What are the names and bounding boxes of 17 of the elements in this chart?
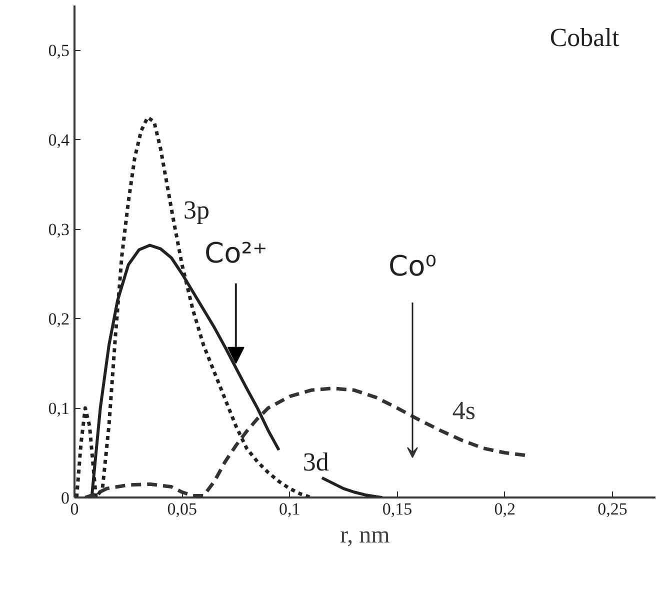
annotation: Co²⁺ — [204, 236, 268, 270]
x-axis-title: r, nm — [340, 522, 390, 548]
annotation: Cobalt — [550, 23, 620, 52]
x-tick-label: 0,25 — [598, 500, 628, 518]
x-tick-label: 0,15 — [382, 500, 412, 518]
x-tick-label: 0,2 — [494, 500, 516, 518]
y-tick-label: 0,1 — [48, 399, 70, 418]
x-tick-label: 0,05 — [167, 500, 197, 518]
y-tick-label: 0,5 — [48, 41, 70, 60]
series-label: 4s — [452, 396, 476, 425]
x-tick-label: 0,1 — [279, 500, 300, 518]
annotation: Co⁰ — [388, 250, 436, 282]
series-label: 3p — [183, 196, 210, 225]
y-tick-label: 0,3 — [48, 220, 70, 240]
y-tick-label: 0,4 — [48, 130, 70, 150]
y-tick-label: 0,2 — [48, 310, 70, 329]
series-label: 3d — [302, 448, 329, 477]
